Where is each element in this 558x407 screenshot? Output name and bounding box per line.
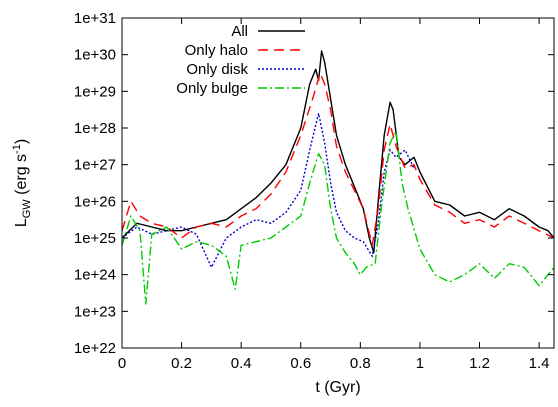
y-tick-label: 1e+26: [74, 193, 116, 210]
series-line-3: [122, 112, 415, 268]
legend-label: Only bulge: [176, 80, 248, 97]
x-axis-label: t (Gyr): [315, 379, 360, 396]
y-axis-label-base: L: [13, 218, 30, 227]
y-axis-label-units-open: (erg s: [13, 154, 30, 199]
plot-frame: [121, 17, 555, 349]
x-tick-label: 1: [416, 355, 424, 372]
y-tick-label: 1e+31: [74, 10, 116, 27]
legend: All Only halo Only disk Only bulge: [176, 23, 305, 97]
y-tick-label: 1e+30: [74, 47, 116, 64]
x-tick-label: 0.2: [171, 355, 192, 372]
legend-label: All: [231, 23, 248, 40]
x-tick-label: 0.6: [290, 355, 311, 372]
y-tick-label: 1e+27: [74, 157, 116, 174]
x-tick-label: 1.2: [469, 355, 490, 372]
y-axis-label-units-sup: -1: [11, 144, 23, 154]
y-tick-label: 1e+23: [74, 303, 116, 320]
y-tick-label: 1e+22: [74, 340, 116, 357]
series-line-2: [122, 72, 554, 246]
y-tick-label: 1e+28: [74, 120, 116, 137]
y-tick-label: 1e+24: [74, 267, 116, 284]
legend-label: Only halo: [185, 42, 248, 59]
y-axis-label-units-close: ): [13, 139, 30, 144]
y-tick-label: 1e+29: [74, 83, 116, 100]
legend-label: Only disk: [186, 61, 248, 78]
x-tick-label: 0.4: [231, 355, 252, 372]
y-axis-label: LGW (erg s-1): [11, 139, 33, 227]
x-tick-label: 1.4: [529, 355, 550, 372]
y-tick-label: 1e+25: [74, 230, 116, 247]
ticks-layer: 0 0.2 0.4 0.6 0.8 1 1.2 1.4 1e+22 1e+23 1e+24 1e+25…: [74, 10, 554, 372]
x-tick-label: 0: [118, 355, 126, 372]
series-layer: [122, 50, 554, 305]
y-axis-label-sub: GW: [21, 199, 33, 219]
series-line-1: [122, 50, 554, 254]
series-line-4: [122, 131, 554, 305]
x-tick-label: 0.8: [350, 355, 371, 372]
